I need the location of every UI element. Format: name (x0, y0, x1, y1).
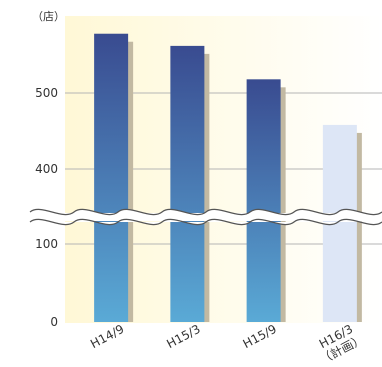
axis-break (29, 208, 382, 226)
y-axis-unit-label: （店） (32, 9, 65, 23)
y-tick-label: 400 (35, 162, 58, 176)
category-label: H15/9 (241, 322, 279, 351)
category-label: H15/3 (164, 322, 202, 351)
y-tick-label: 0 (50, 315, 58, 329)
y-axis-tick-labels: 0 100 400 500 (35, 86, 58, 329)
axis-break-line-lower (29, 218, 382, 226)
y-tick-label: 500 (35, 86, 58, 100)
bar (94, 33, 129, 322)
bar (170, 45, 205, 322)
axis-break-fill (30, 213, 382, 221)
axis-break-line-upper (29, 208, 382, 216)
bars (94, 33, 362, 322)
x-axis-category-labels: H14/9 H15/3 H15/9 H16/3（計画） (88, 322, 366, 367)
category-label: H14/9 (88, 322, 126, 351)
bar (246, 79, 281, 322)
y-tick-label: 100 (35, 237, 58, 251)
